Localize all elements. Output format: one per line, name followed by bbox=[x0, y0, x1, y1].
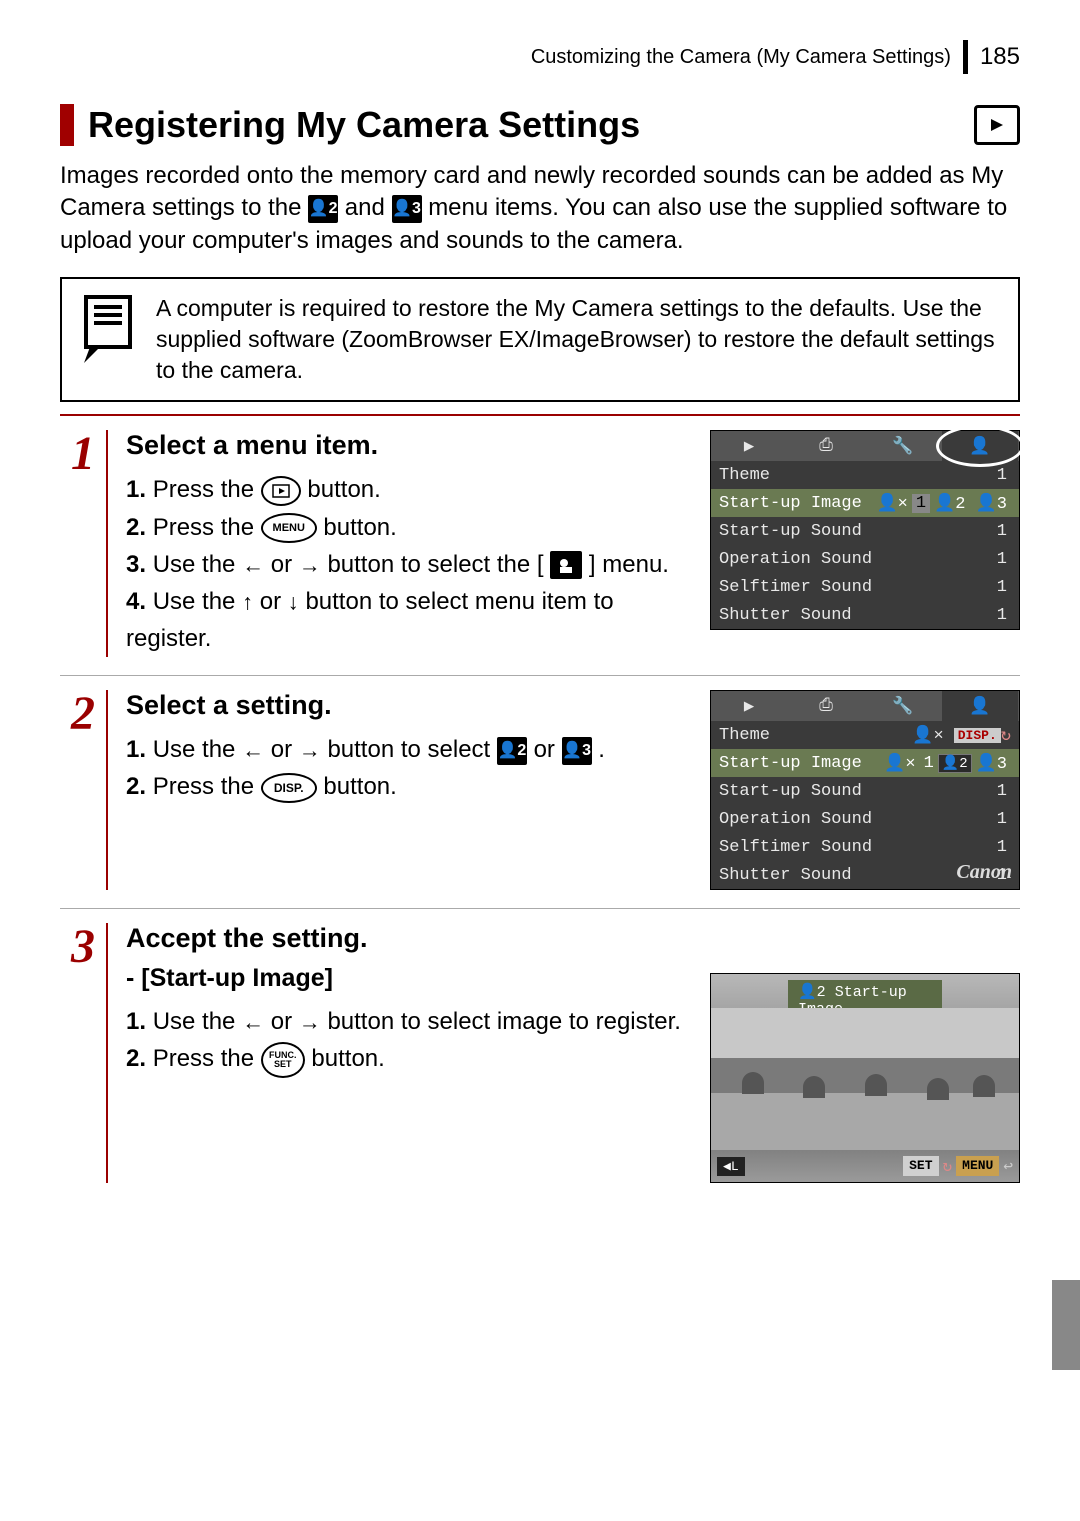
lcd-tab-tools: 🔧 bbox=[865, 691, 942, 721]
menu-button-icon: MENU bbox=[261, 513, 317, 543]
section-title: Registering My Camera Settings bbox=[60, 104, 640, 146]
step-1-title: Select a menu item. bbox=[126, 430, 694, 461]
set-badge: SET bbox=[903, 1156, 938, 1176]
left-arrow-icon: ← bbox=[242, 1010, 264, 1035]
right-arrow-icon: → bbox=[299, 552, 321, 577]
disp-button-icon: DISP. bbox=[261, 773, 317, 803]
step-1-screenshot: ▶ ⎙ 🔧 👤 Theme1 Start-up Image👤×1👤2 👤3 St… bbox=[710, 430, 1020, 657]
person2-icon: 👤2 bbox=[497, 737, 527, 765]
left-arrow-icon: ← bbox=[242, 738, 264, 763]
menu-badge: MENU bbox=[956, 1156, 999, 1176]
func-set-button-icon: FUNC. SET bbox=[261, 1042, 305, 1078]
lcd-tab-print: ⎙ bbox=[788, 431, 865, 461]
step-2-title: Select a setting. bbox=[126, 690, 694, 721]
up-arrow-icon: ↑ bbox=[242, 589, 253, 614]
note-text: A computer is required to restore the My… bbox=[156, 293, 1000, 386]
canon-logo: Canon bbox=[956, 861, 1012, 884]
lcd-tab-mycamera: 👤 bbox=[942, 691, 1019, 721]
person3-icon: 👤3 bbox=[562, 737, 592, 765]
computer-note-icon bbox=[80, 293, 136, 386]
step-1: 1 Select a menu item. 1. Press the butto… bbox=[60, 416, 1020, 676]
breadcrumb: Customizing the Camera (My Camera Settin… bbox=[531, 46, 951, 69]
beach-image-placeholder bbox=[711, 1008, 1019, 1150]
step-3-subtitle: - [Start-up Image] bbox=[126, 964, 694, 993]
lcd-tab-mycamera: 👤 bbox=[942, 431, 1019, 461]
section-title-text: Registering My Camera Settings bbox=[88, 104, 640, 146]
step-3-number: 3 bbox=[71, 923, 95, 971]
step-2: 2 Select a setting. 1. Use the ← or → bu… bbox=[60, 676, 1020, 909]
title-accent-bar bbox=[60, 104, 74, 146]
step-1-number: 1 bbox=[71, 430, 95, 478]
nav-left-indicator: ◀L bbox=[717, 1157, 745, 1176]
right-arrow-icon: → bbox=[299, 738, 321, 763]
side-thumb-tab bbox=[1052, 1280, 1080, 1370]
step-1-substeps: 1. Press the button. 2. Press the MENU b… bbox=[126, 471, 694, 657]
intro-text-2: and bbox=[345, 194, 392, 221]
step-2-number: 2 bbox=[71, 690, 95, 738]
playback-mode-icon bbox=[974, 105, 1020, 145]
page-header: Customizing the Camera (My Camera Settin… bbox=[60, 40, 1020, 74]
step-3: 3 Accept the setting. - [Start-up Image]… bbox=[60, 909, 1020, 1201]
down-arrow-icon: ↓ bbox=[288, 589, 299, 614]
person3-icon: 👤3 bbox=[392, 195, 422, 223]
lcd-tab-print: ⎙ bbox=[788, 691, 865, 721]
return-icon: ↩ bbox=[1003, 1156, 1013, 1176]
step-3-title: Accept the setting. bbox=[126, 923, 694, 954]
cycle-icon: ↻ bbox=[943, 1156, 953, 1176]
lcd-tab-tools: 🔧 bbox=[865, 431, 942, 461]
note-box: A computer is required to restore the My… bbox=[60, 277, 1020, 402]
disp-badge: DISP. bbox=[954, 728, 1001, 743]
playback-button-icon bbox=[261, 476, 301, 506]
page-number: 185 bbox=[980, 43, 1020, 71]
header-divider bbox=[963, 40, 968, 74]
intro-paragraph: Images recorded onto the memory card and… bbox=[60, 160, 1020, 257]
step-2-screenshot: ▶ ⎙ 🔧 👤 Theme👤×DISP.↻ Start-up Image👤×1👤… bbox=[710, 690, 1020, 890]
person2-icon: 👤2 bbox=[308, 195, 338, 223]
step-2-substeps: 1. Use the ← or → button to select 👤2 or… bbox=[126, 731, 694, 805]
step-3-screenshot: 👤2 Start-up Image ◀L SET ↻ bbox=[710, 923, 1020, 1183]
left-arrow-icon: ← bbox=[242, 552, 264, 577]
step-3-substeps: 1. Use the ← or → button to select image… bbox=[126, 1003, 694, 1078]
mycamera-menu-icon bbox=[550, 551, 582, 579]
lcd-tab-play: ▶ bbox=[711, 691, 788, 721]
right-arrow-icon: → bbox=[299, 1010, 321, 1035]
lcd-tab-play: ▶ bbox=[711, 431, 788, 461]
